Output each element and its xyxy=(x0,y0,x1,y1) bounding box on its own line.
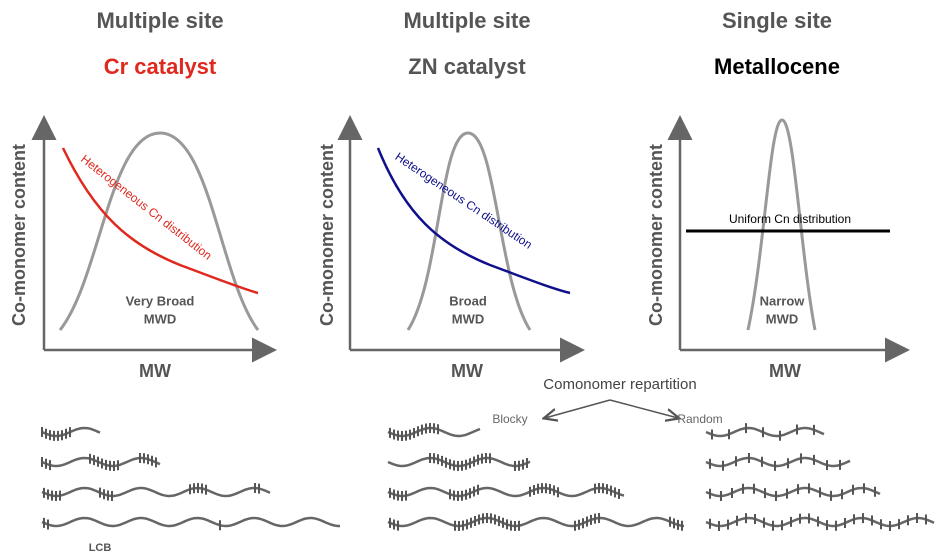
x-axis-label: MW xyxy=(769,361,801,381)
chain xyxy=(43,517,221,531)
chain xyxy=(41,453,157,471)
panel-header: Single site xyxy=(722,8,832,33)
mwd-label: Narrow xyxy=(760,293,806,308)
chain xyxy=(709,453,841,471)
chain xyxy=(389,513,683,531)
panel-subtitle: ZN catalyst xyxy=(408,54,526,79)
y-axis-label: Co-monomer content xyxy=(9,144,29,326)
chain xyxy=(711,423,815,441)
chain xyxy=(41,486,271,498)
chain xyxy=(709,483,876,501)
curve-label: Heterogeneous Cn distribution xyxy=(393,150,535,252)
chain xyxy=(389,423,439,441)
mwd-label: Broad xyxy=(449,293,487,308)
chain xyxy=(705,516,935,528)
mwd-curve xyxy=(746,118,817,331)
mwd-label: MWD xyxy=(144,311,177,326)
curve-label: Uniform Cn distribution xyxy=(729,212,851,226)
chain xyxy=(705,426,825,438)
y-axis-label: Co-monomer content xyxy=(317,144,337,326)
blocky-label: Blocky xyxy=(492,412,527,426)
x-axis-label: MW xyxy=(139,361,171,381)
chain xyxy=(41,427,71,441)
arrow xyxy=(545,399,611,418)
cn-curve xyxy=(61,147,259,295)
mwd-curve xyxy=(58,131,260,331)
cn-curve xyxy=(376,147,571,295)
panel-subtitle: Metallocene xyxy=(714,54,840,79)
chain xyxy=(389,483,620,501)
panel-header: Multiple site xyxy=(403,8,530,33)
chain xyxy=(41,516,340,528)
x-axis-label: MW xyxy=(451,361,483,381)
chain xyxy=(705,486,881,498)
chain xyxy=(43,483,260,501)
mwd-label: Very Broad xyxy=(126,293,195,308)
lcb-label: LCB xyxy=(89,542,112,554)
panel-subtitle: Cr catalyst xyxy=(104,54,217,79)
panel-header: Multiple site xyxy=(96,8,223,33)
chain xyxy=(429,453,528,471)
random-label: Random xyxy=(677,412,722,426)
arrow xyxy=(609,399,678,418)
mwd-label: MWD xyxy=(452,311,485,326)
repartition-title: Comonomer repartition xyxy=(543,376,696,393)
chain xyxy=(709,513,927,531)
mwd-curve xyxy=(406,131,532,331)
mwd-label: MWD xyxy=(766,311,799,326)
chains xyxy=(41,423,935,531)
chain xyxy=(387,486,625,498)
y-axis-label: Co-monomer content xyxy=(646,144,666,326)
chain xyxy=(705,456,851,468)
chain xyxy=(387,516,685,528)
